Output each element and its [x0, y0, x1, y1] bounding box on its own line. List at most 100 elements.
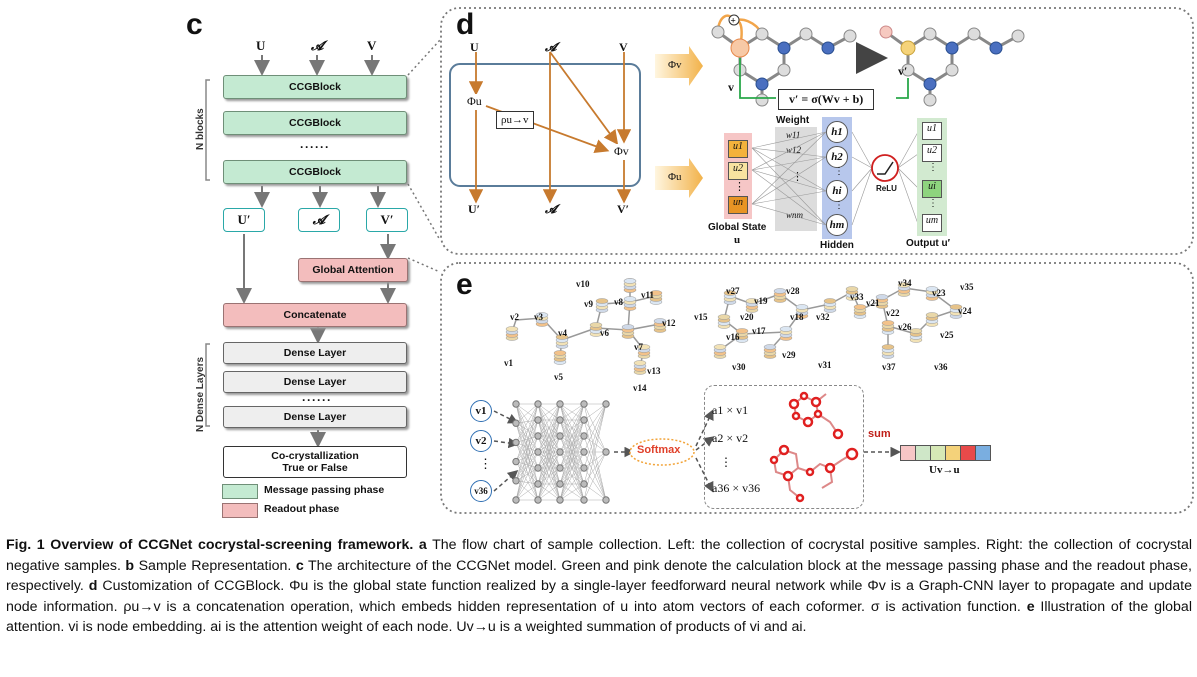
node-label: v17 [752, 326, 766, 336]
nn-edge [515, 480, 539, 485]
d-weight-3: wnm [786, 210, 804, 220]
nn-edge [515, 403, 539, 443]
node-label: v36 [934, 362, 948, 372]
node-label: v25 [940, 330, 954, 340]
caption-d-text: Customization of CCGBlock. Φu is the glo… [6, 578, 1192, 615]
nn-node [512, 477, 520, 485]
panel-d-flow [449, 51, 641, 204]
zoom-lines [407, 7, 1194, 514]
node-label: v10 [576, 279, 590, 289]
node-label: v3 [534, 312, 543, 322]
hidden-hm: hm [826, 214, 848, 236]
relu-label: ReLU [876, 184, 897, 193]
figure-caption: Fig. 1 Overview of CCGNet cocrystal-scre… [6, 535, 1192, 638]
nn-edge [515, 403, 539, 485]
node-stack-layer [881, 320, 895, 326]
caption-c-text: The architecture of the CCGNet model. Gr… [6, 557, 1192, 595]
node-stack-layer [623, 296, 637, 302]
nn-node [512, 419, 520, 427]
node-stack-layer [853, 304, 867, 310]
caption-e-text: Illustration of the global attention. vi… [6, 598, 1192, 636]
node-label: v16 [726, 332, 740, 342]
output-label: Output u′ [906, 238, 951, 249]
nn-edge [583, 451, 607, 485]
hidden-dots-1: ⋮ [834, 166, 844, 177]
nn-edge [515, 442, 539, 485]
node-label: v1 [504, 358, 513, 368]
nn-edge [515, 403, 539, 424]
nn-edge [583, 403, 607, 437]
e-heatmap-molecules [769, 391, 859, 503]
nn-edge [559, 403, 585, 421]
nn-edge [583, 467, 607, 501]
node-label: v15 [694, 312, 708, 322]
nn-node [556, 432, 564, 440]
out-um: um [922, 214, 942, 232]
nn-node [512, 400, 520, 408]
gs-input-un: un [728, 196, 748, 214]
nn-edge [515, 451, 539, 462]
ccgblock-ellipsis: ······ [300, 140, 330, 154]
nn-node [556, 416, 564, 424]
nn-node [534, 400, 542, 408]
node-label: v9 [584, 299, 593, 309]
d-big-arrows [655, 46, 703, 198]
nn-edge [515, 403, 539, 462]
result-cell [945, 445, 961, 461]
node-stack-layer [637, 344, 651, 350]
node-stack-layer [925, 286, 939, 292]
nn-edge [515, 467, 539, 482]
nn-edge [515, 451, 539, 481]
out-u2: u2 [922, 144, 942, 162]
nn-edge [583, 403, 607, 485]
caption-d-letter: d [88, 578, 98, 595]
nn-node [556, 400, 564, 408]
nn-edge [515, 483, 539, 501]
panel-e-letter: e [456, 268, 473, 301]
nn-edge [515, 435, 539, 443]
node-label: v6 [600, 328, 609, 338]
nn-edge [515, 419, 539, 443]
cocrystal-line2: True or False [282, 462, 348, 474]
gs-input-u1: u1 [728, 140, 748, 158]
caption-e-letter: e [1026, 598, 1035, 615]
nn-node [534, 480, 542, 488]
nn-edge [515, 435, 539, 481]
nn-node [534, 496, 542, 504]
node-stack-layer [735, 328, 749, 334]
node-label: v32 [816, 312, 830, 322]
nn-edge [515, 442, 539, 453]
node-stack-layer [823, 298, 837, 304]
d-update-formula: v′ = σ(Wv + b) [778, 89, 875, 110]
nn-edge [537, 403, 561, 453]
nn-node [580, 400, 588, 408]
svg-text:+: + [731, 16, 736, 26]
node-stack-layer [845, 286, 859, 292]
nn-node [580, 480, 588, 488]
node-label: v28 [786, 286, 800, 296]
node-stack-layer [653, 318, 667, 324]
nn-node [602, 448, 610, 456]
node-label: v2 [510, 312, 519, 322]
d-graph-update: + [711, 14, 1025, 107]
d-rho-box: ρu→v [496, 111, 534, 129]
panel-d-letter: d [456, 8, 475, 41]
nn-edge [583, 451, 607, 501]
out-ui: ui [922, 180, 942, 198]
node-label: v5 [554, 372, 563, 382]
node-label: v14 [633, 383, 647, 393]
nn-node [556, 496, 564, 504]
nn-node [512, 496, 520, 504]
node-stack-layer [553, 350, 567, 356]
caption-b-letter: b [125, 557, 135, 574]
caption-c-letter: c [295, 557, 304, 574]
legend-green-swatch [222, 484, 258, 499]
nn-edge [559, 419, 585, 501]
node-label: v12 [662, 318, 676, 328]
nn-edge [537, 403, 561, 437]
node-stack-layer [595, 298, 609, 304]
nn-edge [583, 483, 607, 501]
gs-input-u2: u2 [728, 162, 748, 180]
nn-node [580, 448, 588, 456]
node-label: v4 [558, 328, 567, 338]
